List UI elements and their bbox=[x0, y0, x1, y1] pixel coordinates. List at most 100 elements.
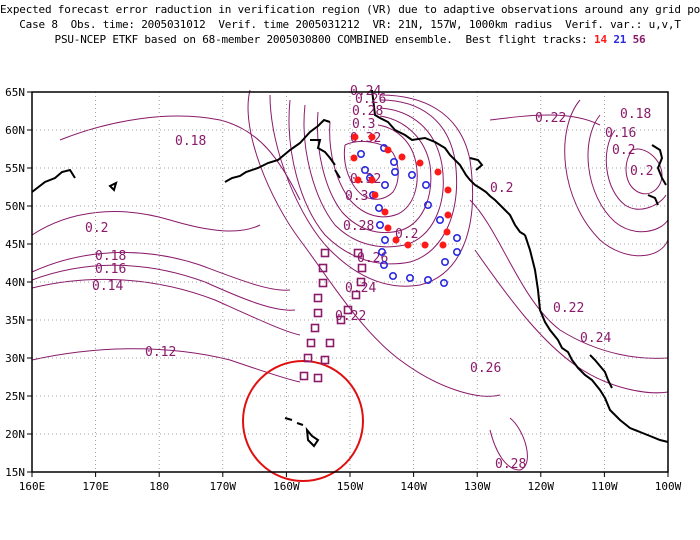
track-56-point bbox=[320, 248, 330, 258]
contour-label: 0.24 bbox=[345, 281, 376, 296]
track-21-point bbox=[379, 260, 388, 269]
contour-label: 0.16 bbox=[95, 262, 126, 277]
track-21-point bbox=[452, 234, 461, 243]
contour-label: 0.16 bbox=[605, 126, 636, 141]
longitude-axis: 160E 170E 180 170W 160W 150W 140W 130W 120W 110W 1… bbox=[19, 472, 682, 493]
track-56-point bbox=[313, 293, 323, 303]
track-21-point bbox=[380, 181, 389, 190]
lat-tick-label: 55N bbox=[5, 162, 25, 175]
track-56-label: 56 bbox=[632, 33, 646, 46]
track-14-point bbox=[354, 176, 362, 184]
lon-tick-label: 120W bbox=[528, 480, 555, 493]
lon-tick-label: 130W bbox=[464, 480, 491, 493]
contour-label: 0.2 bbox=[395, 227, 418, 242]
track-21-point bbox=[439, 278, 448, 287]
track-56-point bbox=[313, 308, 323, 318]
track-56-point bbox=[343, 305, 353, 315]
grid-lines bbox=[32, 92, 668, 472]
chart-title-line-1: Expected forecast error raduction in ver… bbox=[0, 3, 700, 16]
track-21 bbox=[356, 144, 461, 287]
track-21-point bbox=[423, 201, 432, 210]
lon-tick-label: 180 bbox=[149, 480, 169, 493]
contour-label: 0.28 bbox=[352, 104, 383, 119]
track-56-point bbox=[353, 248, 363, 258]
track-21-point bbox=[380, 236, 389, 245]
lon-tick-label: 100W bbox=[655, 480, 682, 493]
track-21-point bbox=[405, 273, 414, 282]
lat-tick-label: 65N bbox=[5, 86, 25, 99]
track-21-point bbox=[374, 204, 383, 213]
track-56-point bbox=[318, 278, 328, 288]
track-56-point bbox=[313, 373, 323, 383]
latitude-axis: 65N 60N 55N 50N 45N 40N 35N 30N 25N 20N 15N bbox=[5, 86, 32, 479]
lat-tick-label: 20N bbox=[5, 428, 25, 441]
track-21-point bbox=[389, 158, 398, 167]
chart-title-line-2: Case 8 Obs. time: 2005031012 Verif. time… bbox=[19, 18, 681, 31]
lat-tick-label: 30N bbox=[5, 352, 25, 365]
track-56 bbox=[299, 248, 367, 383]
track-56-point bbox=[303, 353, 313, 363]
lon-tick-label: 160E bbox=[19, 480, 46, 493]
track-21-point bbox=[452, 248, 461, 257]
contour-label: 0.3 bbox=[345, 189, 368, 204]
track-56-point bbox=[299, 371, 309, 381]
track-14-point bbox=[350, 154, 358, 162]
track-14-label: 14 bbox=[594, 33, 607, 46]
chart-title-line-3: PSU-NCEP ETKF based on 68-member 2005030… bbox=[0, 33, 700, 46]
track-21-point bbox=[377, 248, 386, 257]
contour-label: 0.28 bbox=[495, 457, 526, 472]
track-56-point bbox=[356, 277, 366, 287]
track-21-point bbox=[440, 257, 449, 266]
track-21-label: 21 bbox=[613, 33, 627, 46]
verification-region-circle bbox=[242, 360, 364, 482]
contour-label: 0.18 bbox=[175, 134, 206, 149]
track-21-point bbox=[390, 168, 399, 177]
track-56-point bbox=[325, 338, 335, 348]
track-14-point bbox=[381, 208, 389, 216]
lon-tick-label: 170W bbox=[210, 480, 237, 493]
track-14-point bbox=[439, 241, 447, 249]
track-14 bbox=[350, 133, 452, 249]
contour-label: 0.22 bbox=[535, 111, 566, 126]
lat-tick-label: 25N bbox=[5, 390, 25, 403]
track-56-point bbox=[310, 323, 320, 333]
contour-label: 0.18 bbox=[95, 249, 126, 264]
track-56-point bbox=[320, 355, 330, 365]
track-14-point bbox=[421, 241, 429, 249]
lat-tick-label: 35N bbox=[5, 314, 25, 327]
track-56-point bbox=[336, 315, 346, 325]
track-14-point bbox=[444, 186, 452, 194]
track-14-point bbox=[404, 241, 412, 249]
track-21-point bbox=[356, 150, 365, 159]
contour-labels: 0.180.20.180.160.140.120.20.220.240.260.… bbox=[85, 84, 653, 472]
contour-label: 0.26 bbox=[470, 361, 501, 376]
track-14-point bbox=[398, 153, 406, 161]
track-21-point bbox=[388, 271, 397, 280]
contour-label: 0.22 bbox=[335, 309, 366, 324]
track-21-point bbox=[423, 275, 432, 284]
track-56-point bbox=[357, 263, 367, 273]
lat-tick-label: 60N bbox=[5, 124, 25, 137]
contour-label: 0.2 bbox=[490, 181, 513, 196]
track-21-point bbox=[407, 171, 416, 180]
contour-label: 0.24 bbox=[580, 331, 611, 346]
contour-label: 0.28 bbox=[343, 219, 374, 234]
title-line-3-prefix: PSU-NCEP ETKF based on 68-member 2005030… bbox=[54, 33, 588, 46]
track-56-point bbox=[306, 338, 316, 348]
lon-tick-label: 170E bbox=[82, 480, 109, 493]
track-14-point bbox=[368, 176, 376, 184]
lat-tick-label: 50N bbox=[5, 200, 25, 213]
track-14-point bbox=[371, 191, 379, 199]
track-14-point bbox=[368, 133, 376, 141]
track-21-point bbox=[360, 166, 369, 175]
contour-label: 0.2 bbox=[85, 221, 108, 236]
lon-tick-label: 140W bbox=[400, 480, 427, 493]
track-14-point bbox=[443, 228, 451, 236]
lat-tick-label: 40N bbox=[5, 276, 25, 289]
coastlines bbox=[31, 89, 669, 448]
contour-label: 0.22 bbox=[553, 301, 584, 316]
track-56-point bbox=[351, 290, 361, 300]
track-21-point bbox=[435, 216, 444, 225]
contour-label: 0.18 bbox=[620, 107, 651, 122]
track-21-point bbox=[375, 221, 384, 230]
